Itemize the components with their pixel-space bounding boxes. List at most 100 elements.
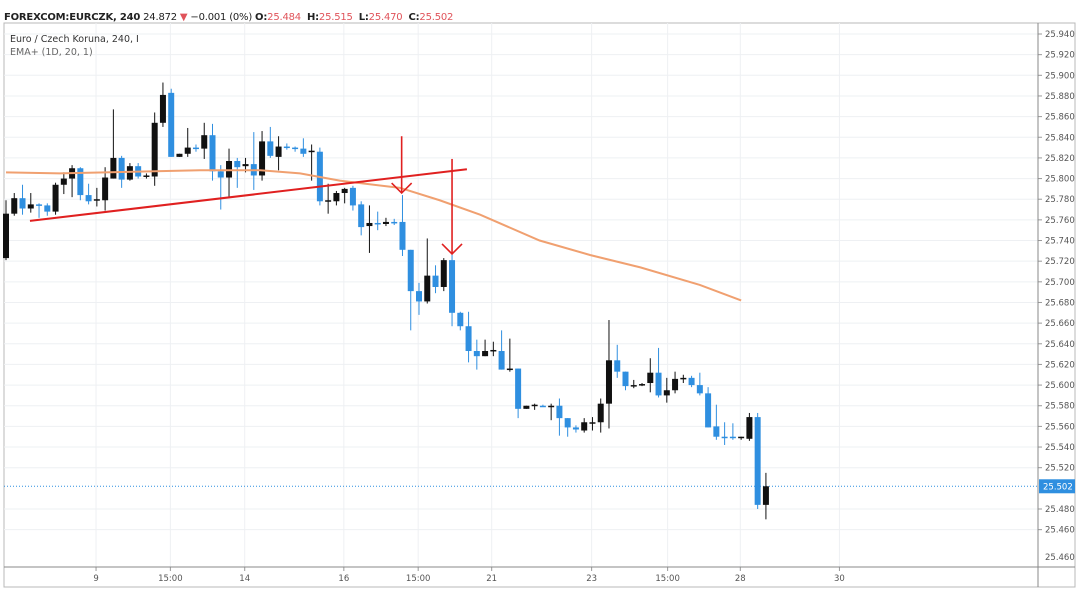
high-value: 25.515 — [318, 12, 353, 23]
candle-body — [713, 426, 720, 437]
last-value: 24.872 — [143, 12, 177, 23]
chart-legend: Euro / Czech Koruna, 240, I EMA+ (1D, 20… — [10, 33, 139, 59]
y-tick-label: 25.460 — [1045, 553, 1075, 563]
candle-body — [267, 141, 274, 156]
x-tick-label: 28 — [735, 574, 746, 584]
candle-body — [597, 403, 604, 423]
candle-body — [564, 418, 571, 428]
series-title[interactable]: Euro / Czech Koruna, 240, I — [10, 34, 139, 45]
close-label: C: — [408, 12, 420, 23]
candle-body — [630, 385, 637, 387]
candle-body — [358, 204, 365, 228]
candle-body — [85, 195, 92, 202]
candle-body — [738, 436, 745, 439]
candle-body — [539, 405, 546, 408]
candle-body — [655, 372, 662, 396]
candle-body — [523, 405, 530, 409]
triangle-down-icon: ▼ — [179, 12, 188, 23]
candle-body — [382, 221, 389, 224]
candle-body — [325, 200, 332, 202]
candle-body — [548, 405, 555, 408]
candle-body — [556, 405, 563, 419]
x-tick-label: 23 — [586, 574, 597, 584]
x-tick-label: 16 — [338, 574, 349, 584]
candle-body — [283, 146, 290, 149]
candle-body — [498, 351, 505, 370]
candle-body — [581, 422, 588, 431]
candle-body — [27, 204, 34, 209]
candle-body — [721, 436, 728, 439]
symbol-header: FOREXCOM:EURCZK, 240 24.872 ▼ −0.001 (0%… — [4, 12, 456, 23]
candle-body — [416, 291, 422, 302]
candle-body — [647, 372, 654, 384]
candle-body — [490, 349, 497, 352]
candle-body — [432, 275, 439, 287]
candle-body — [407, 249, 414, 292]
x-tick-label: 30 — [834, 574, 845, 584]
y-tick-label: 25.620 — [1045, 360, 1075, 370]
candle-body — [259, 141, 266, 176]
symbol-label[interactable]: FOREXCOM:EURCZK, 240 — [4, 12, 141, 23]
candle-body — [275, 146, 282, 157]
candle-body — [531, 404, 538, 407]
y-tick-label: 25.560 — [1045, 422, 1075, 432]
candle-body — [746, 417, 753, 439]
y-tick-label: 25.680 — [1045, 298, 1075, 308]
x-tick-label: 9 — [93, 574, 98, 584]
y-tick-label: 25.840 — [1045, 133, 1075, 143]
candle-body — [506, 368, 513, 371]
y-tick-label: 25.480 — [1045, 505, 1075, 515]
open-value: 25.484 — [267, 12, 301, 23]
y-tick-label: 25.660 — [1045, 319, 1075, 329]
y-tick-label: 25.600 — [1045, 381, 1075, 391]
candle-body — [754, 417, 761, 505]
indicator-label[interactable]: EMA+ (1D, 20, 1) — [10, 47, 93, 58]
y-tick-label: 25.700 — [1045, 278, 1075, 288]
candle-body — [126, 166, 133, 180]
y-tick-label: 25.520 — [1045, 464, 1075, 474]
candle-body — [118, 157, 125, 180]
y-tick-label: 25.900 — [1045, 71, 1075, 81]
y-tick-label: 25.640 — [1045, 340, 1075, 350]
candle-body — [762, 486, 769, 505]
candle-body — [110, 157, 117, 179]
x-tick-label: 15:00 — [406, 574, 431, 584]
x-tick-label: 15:00 — [158, 574, 183, 584]
candle-body — [465, 326, 472, 352]
candle-body — [449, 260, 456, 313]
candle-body — [52, 184, 59, 212]
y-tick-label: 25.540 — [1045, 443, 1075, 453]
candle-body — [680, 377, 687, 380]
candle-body — [192, 147, 199, 150]
y-tick-label: 25.460 — [1045, 526, 1075, 536]
candle-body — [217, 171, 224, 178]
candle-body — [19, 198, 26, 209]
y-tick-label: 25.820 — [1045, 154, 1075, 164]
candle-body — [209, 135, 216, 172]
candle-body — [3, 213, 9, 259]
candle-body — [341, 188, 348, 194]
candle-body — [151, 122, 158, 177]
y-tick-label: 25.920 — [1045, 51, 1075, 61]
candle-body — [201, 135, 208, 149]
candle-body — [102, 177, 109, 201]
trendline — [29, 168, 468, 222]
candle-body — [308, 150, 315, 153]
candle-body — [663, 390, 670, 396]
candle-body — [168, 92, 175, 157]
candle-body — [300, 148, 307, 154]
ema-line — [5, 169, 742, 302]
x-tick-label: 14 — [239, 574, 250, 584]
candle-body — [366, 222, 373, 227]
open-label: O: — [255, 12, 268, 23]
candle-body — [93, 199, 100, 201]
candle-body — [614, 360, 621, 372]
candle-body — [672, 378, 679, 391]
last-price-badge — [1039, 479, 1075, 494]
candle-body — [36, 204, 43, 206]
candle-body — [399, 221, 406, 250]
candle-body — [696, 385, 703, 394]
candle-body — [457, 312, 464, 327]
candle-body — [333, 193, 340, 202]
